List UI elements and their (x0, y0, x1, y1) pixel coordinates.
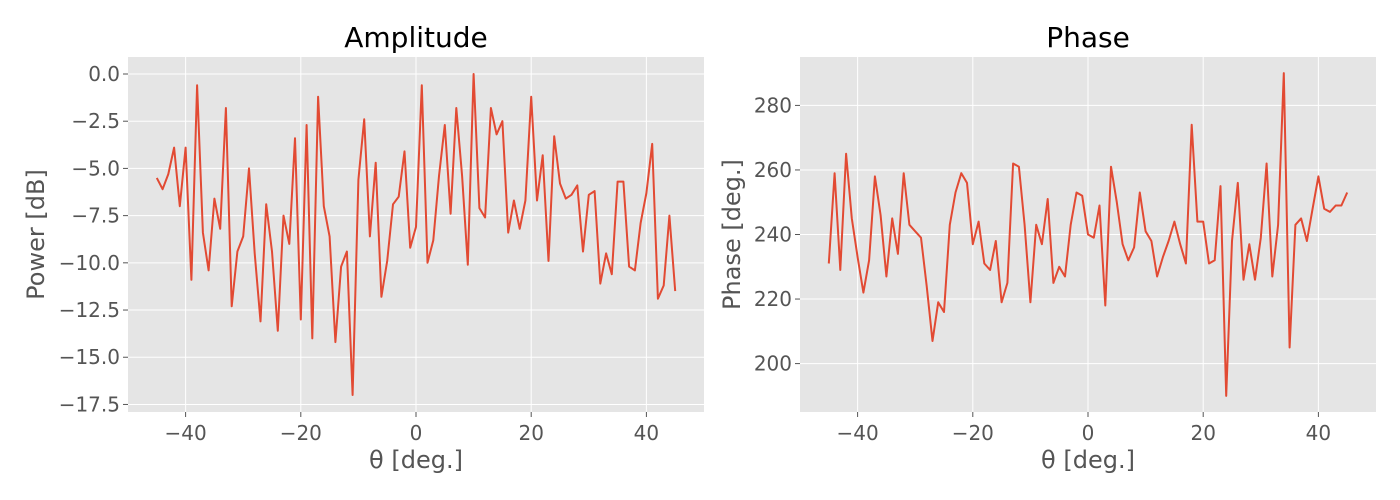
series-line (827, 72, 1349, 397)
y-tick-label: −5.0 (71, 156, 120, 180)
chart-title: Phase (1046, 21, 1130, 54)
x-tick-label: 0 (410, 421, 423, 445)
x-tick-label: 0 (1082, 421, 1095, 445)
x-axis-label: θ [deg.] (1041, 446, 1135, 474)
y-tick-label: 260 (754, 158, 792, 182)
chart-title: Amplitude (344, 21, 488, 54)
y-axis-label: Power [dB] (22, 169, 50, 300)
y-tick-label: 220 (754, 287, 792, 311)
y-tick-label: −12.5 (59, 298, 120, 322)
x-tick-label: 40 (1306, 421, 1331, 445)
y-tick-label: 280 (754, 93, 792, 117)
x-tick-label: −40 (836, 421, 878, 445)
y-tick-label: 240 (754, 223, 792, 247)
amplitude-chart: −40 −20 0 20 40 0.0 −2.5 −5.0 −7.5 −10.0 −12.5 −15.… (22, 21, 704, 474)
y-tick-label: −7.5 (71, 204, 120, 228)
x-tick-label: −20 (952, 421, 994, 445)
y-axis-label: Phase [deg.] (718, 159, 746, 310)
x-tick-label: −20 (280, 421, 322, 445)
y-tick-label: 200 (754, 352, 792, 376)
phase-chart: −40 −20 0 20 40 200 220 240 260 280 Phase θ [deg.] P… (718, 21, 1376, 474)
x-axis-label: θ [deg.] (369, 446, 463, 474)
x-tick-label: 40 (634, 421, 659, 445)
x-tick-label: −40 (164, 421, 206, 445)
x-tick-label: 20 (518, 421, 543, 445)
y-tick-label: −17.5 (59, 392, 120, 416)
y-tick-label: −10.0 (59, 251, 120, 275)
x-tick-label: 20 (1190, 421, 1215, 445)
y-tick-label: −2.5 (71, 109, 120, 133)
series-line (155, 73, 677, 396)
y-tick-label: −15.0 (59, 345, 120, 369)
y-tick-label: 0.0 (88, 62, 120, 86)
